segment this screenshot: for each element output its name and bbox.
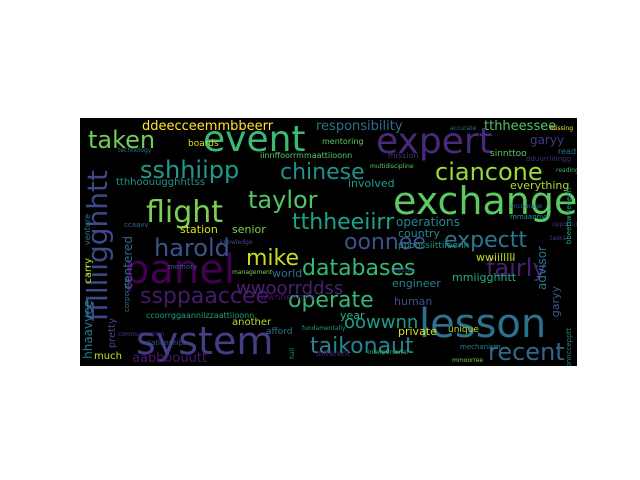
cloud-word: year bbox=[340, 309, 365, 322]
cloud-word: much bbox=[94, 351, 122, 362]
cloud-word: garyy bbox=[530, 133, 565, 147]
cloud-word: iinnffoorrmmaattiioonn bbox=[260, 151, 353, 160]
cloud-word: corporate bbox=[123, 278, 131, 312]
cloud-word: mmiigghhtt bbox=[452, 271, 517, 284]
cloud-word: harold bbox=[154, 234, 230, 262]
cloud-word: ddeecceemmbbeerr bbox=[142, 119, 274, 134]
cloud-word: recent bbox=[488, 338, 565, 366]
cloud-word: operations bbox=[396, 215, 460, 229]
cloud-word: lesson bbox=[419, 301, 547, 347]
cloud-word: knowledge bbox=[220, 239, 253, 246]
cloud-word: aabboouutt bbox=[132, 351, 208, 366]
cloud-word: private bbox=[398, 325, 437, 338]
cloud-word: hhaavvee bbox=[81, 300, 95, 359]
cloud-word: bbeettwweeeen bbox=[565, 188, 573, 245]
cloud-word: wwhheerree bbox=[260, 293, 316, 303]
cloud-word: expert bbox=[376, 121, 493, 162]
cloud-word: dduurriinngg bbox=[526, 155, 572, 163]
cloud-word: carry bbox=[83, 258, 94, 284]
cloud-word: management bbox=[232, 269, 273, 276]
cloud-word: involved bbox=[348, 177, 395, 190]
cloud-word: mmaannyy bbox=[510, 213, 550, 221]
cloud-word: memory bbox=[168, 263, 198, 271]
cloud-word: communication bbox=[118, 331, 165, 338]
cloud-word: exchange bbox=[393, 179, 577, 223]
cloud-word: fairly bbox=[486, 254, 547, 282]
cloud-word: expectt bbox=[444, 228, 528, 253]
cloud-word: ppoossiittiioonn bbox=[398, 241, 470, 251]
cloud-word: different bbox=[316, 349, 350, 358]
cloud-word: tthheessee bbox=[484, 119, 557, 134]
cloud-word: oonnee bbox=[344, 230, 426, 255]
cloud-word: human bbox=[394, 295, 433, 308]
cloud-word: missing bbox=[550, 125, 574, 132]
cloud-word: tthheeiirr bbox=[292, 210, 395, 235]
cloud-word: sshhiipp bbox=[140, 156, 240, 184]
cloud-word: oowwnn bbox=[344, 312, 419, 333]
cloud-word: boards bbox=[188, 139, 219, 149]
cloud-word: everything bbox=[510, 179, 570, 192]
cloud-word: station bbox=[180, 223, 218, 236]
cloud-word: country bbox=[398, 227, 441, 240]
cloud-word: responsibility bbox=[316, 119, 403, 134]
cloud-word: taken bbox=[88, 126, 156, 154]
cloud-word: garyy bbox=[549, 286, 562, 318]
cloud-word: taylor bbox=[248, 186, 318, 214]
cloud-word: operate bbox=[288, 288, 374, 313]
cloud-word: taikonaut bbox=[310, 334, 414, 359]
cloud-word: accurate bbox=[450, 125, 477, 132]
cloud-word: flight bbox=[146, 195, 224, 230]
cloud-word: tasks bbox=[550, 235, 566, 242]
word-cloud: event expert exchange lesson system pane… bbox=[80, 118, 577, 366]
cloud-word: afford bbox=[266, 327, 293, 337]
cloud-word: engineer bbox=[392, 277, 441, 290]
cloud-word: sinnttoo bbox=[490, 149, 527, 159]
cloud-word: reading bbox=[556, 167, 577, 174]
cloud-word: ccaavv bbox=[124, 221, 149, 229]
cloud-word: event bbox=[203, 119, 306, 160]
cloud-word: relationships bbox=[142, 339, 187, 347]
cloud-word: technology bbox=[118, 147, 152, 154]
cloud-word: ssppaaccee bbox=[140, 284, 270, 309]
cloud-word: wwiilllll bbox=[476, 251, 516, 264]
cloud-word: fundamentally bbox=[302, 325, 346, 332]
cloud-word: venture bbox=[83, 214, 92, 245]
cloud-word: ccoorrggaanniizzaattiioonn bbox=[146, 311, 255, 320]
cloud-word: world bbox=[272, 267, 303, 280]
cloud-word: read bbox=[558, 147, 577, 156]
cloud-word: mentoring bbox=[322, 137, 364, 146]
cloud-word: mechanism bbox=[460, 343, 501, 351]
cloud-word: encourage bbox=[510, 203, 542, 210]
cloud-word: iinnttoo bbox=[392, 267, 415, 274]
cloud-word: interpersonal bbox=[368, 349, 408, 356]
cloud-word: ciancone bbox=[435, 158, 543, 186]
cloud-word: wwoorrddss bbox=[236, 278, 344, 299]
cloud-word: senior bbox=[232, 223, 266, 236]
cloud-word: opportunity bbox=[552, 221, 577, 228]
cloud-word: ccoonnccepptt bbox=[565, 328, 573, 366]
cloud-word: panel bbox=[124, 247, 235, 293]
cloud-word: mission bbox=[388, 151, 419, 160]
cloud-word: ffllliigghhtt bbox=[81, 170, 114, 322]
cloud-word: hall bbox=[289, 348, 296, 359]
cloud-word: multidiscipline bbox=[370, 163, 414, 170]
cloud-word: unique bbox=[448, 325, 479, 335]
cloud-word: another bbox=[232, 317, 272, 328]
cloud-word: system bbox=[136, 319, 274, 363]
cloud-word: databases bbox=[302, 256, 416, 281]
cloud-word: mike bbox=[246, 246, 300, 271]
cloud-word: chinese bbox=[280, 160, 365, 185]
cloud-word: advisor bbox=[535, 246, 549, 290]
cloud-word: tthhoouugghhttss bbox=[116, 177, 206, 188]
cloud-word: pretty bbox=[107, 318, 118, 349]
cloud-word: mmoorree bbox=[452, 357, 484, 364]
